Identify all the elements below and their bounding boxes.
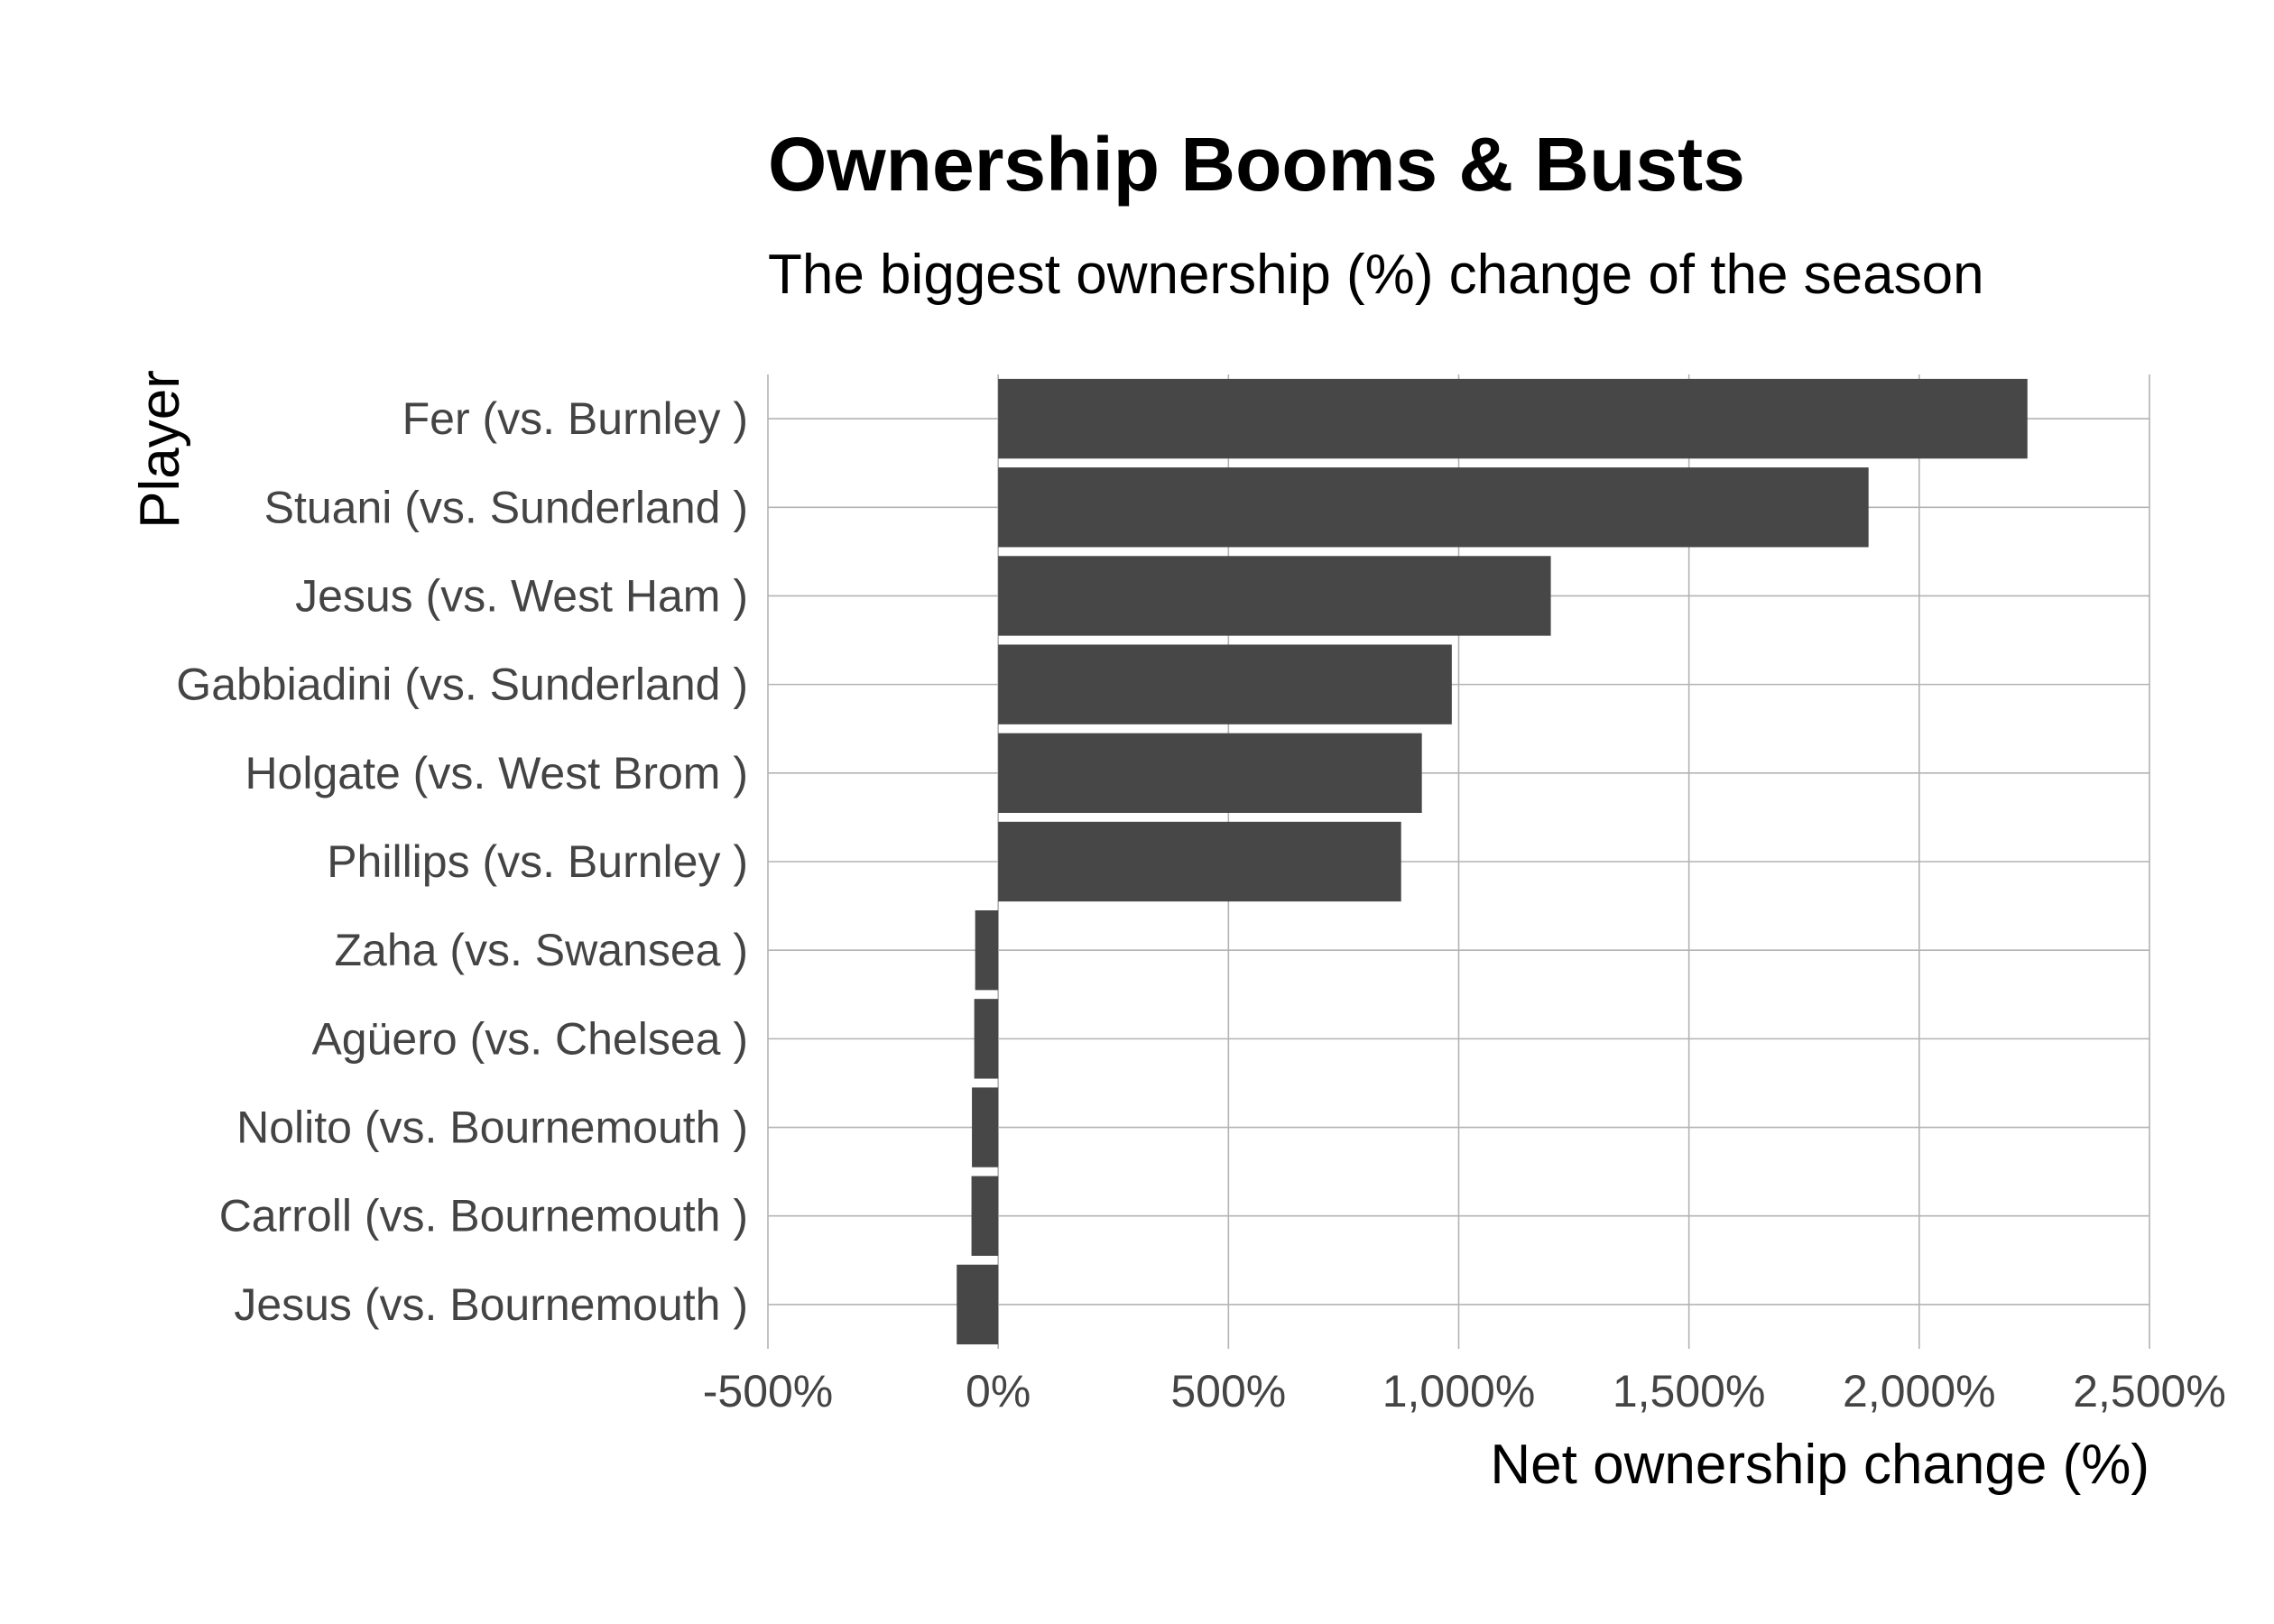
y-tick-label: Zaha (vs. Swansea ) [334,925,748,975]
x-tick-label: 1,500% [1613,1366,1766,1416]
x-tick-label: 0% [966,1366,1031,1416]
bar-6 [975,910,999,991]
bar-10 [957,1264,999,1345]
y-tick-label: Gabbiadini (vs. Sunderland ) [176,660,748,710]
bar-4 [998,733,1422,813]
x-tick-label: 500% [1170,1366,1286,1416]
y-tick-label: Stuani (vs. Sunderland ) [264,482,748,532]
chart-title: Ownership Booms & Busts [768,122,1745,207]
bar-9 [971,1176,999,1256]
bar-8 [972,1087,999,1167]
x-tick-label: 2,500% [2073,1366,2226,1416]
chart-subtitle: The biggest ownership (%) change of the … [768,244,1984,306]
y-axis-title: Player [129,370,191,529]
bar-7 [974,999,999,1079]
x-tick-label: 1,000% [1382,1366,1536,1416]
y-tick-label: Nolito (vs. Bournemouth ) [236,1103,748,1153]
y-tick-label: Agüero (vs. Chelsea ) [311,1013,748,1064]
y-tick-label: Fer (vs. Burnley ) [402,393,748,444]
y-tick-label: Jesus (vs. Bournemouth ) [234,1279,748,1330]
bar-2 [998,556,1551,636]
y-tick-label: Jesus (vs. West Ham ) [295,570,748,621]
x-tick-labels: -500% 0% 500% 1,000% 1,500% 2,000% 2,500% [703,1366,2226,1416]
x-tick-label: -500% [703,1366,834,1416]
x-axis-title: Net ownership change (%) [1490,1434,2149,1496]
bar-1 [998,467,1869,548]
bar-0 [998,378,2028,459]
bars [957,378,2028,1345]
y-tick-labels: Fer (vs. Burnley ) Stuani (vs. Sunderland… [176,393,748,1330]
y-tick-label: Holgate (vs. West Brom ) [245,748,748,798]
y-tick-label: Phillips (vs. Burnley ) [327,836,748,887]
y-tick-label: Carroll (vs. Bournemouth ) [219,1191,748,1241]
bar-3 [998,644,1452,724]
x-tick-label: 2,000% [1843,1366,1996,1416]
bar-5 [998,821,1401,902]
